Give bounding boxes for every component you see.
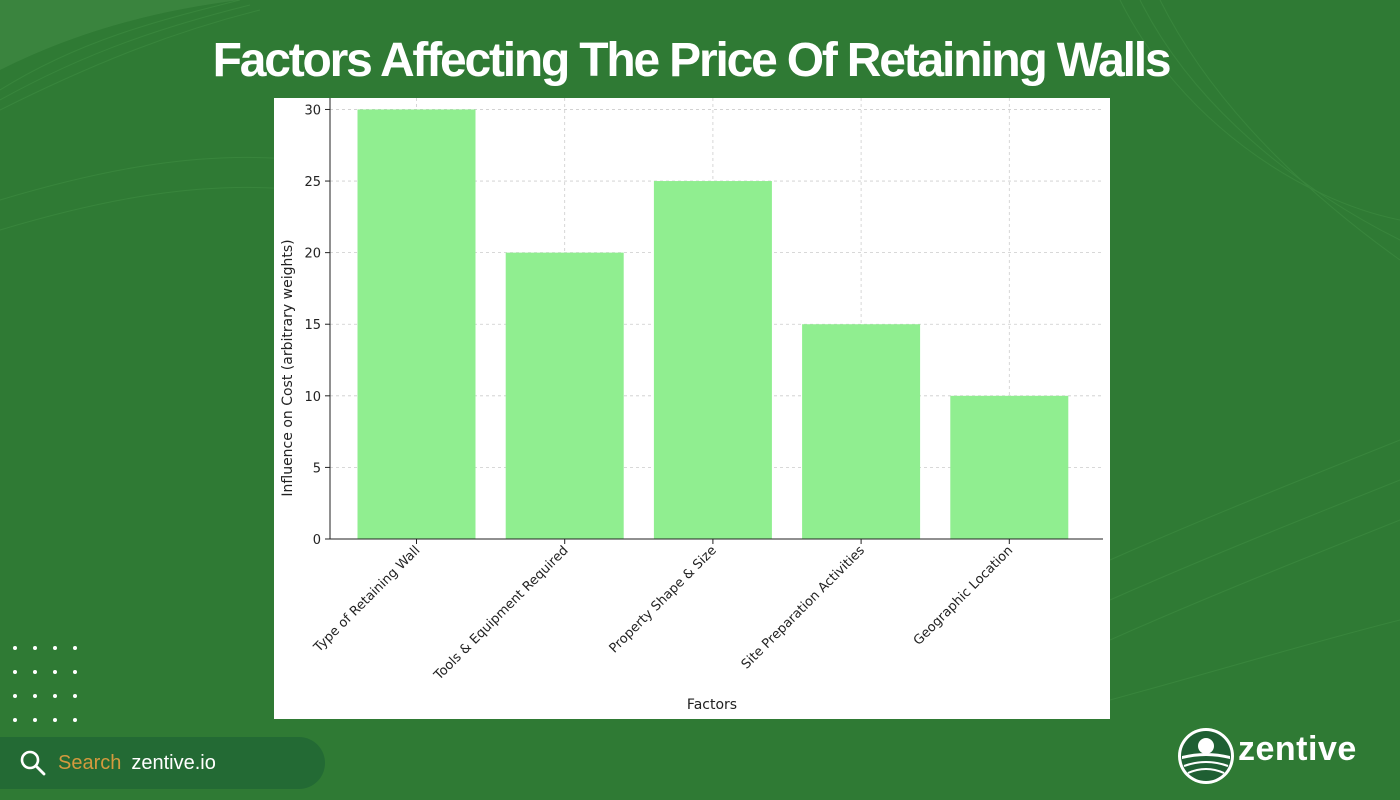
page-title: Factors Affecting The Price Of Retaining… [212,34,1172,87]
y-tick-label: 30 [304,103,321,118]
decorative-dot [53,646,57,650]
bar [653,181,772,539]
decorative-dot [13,670,17,674]
decorative-dot [53,670,57,674]
decorative-dot [33,718,37,722]
zentive-logo-icon [1178,728,1234,784]
bar [357,109,476,540]
x-tick-label: Type of Retaining Wall [311,543,424,656]
bar [950,395,1069,539]
x-tick-label: Property Shape & Size [607,543,720,656]
search-icon [20,750,46,776]
bars-layer [357,109,1069,540]
y-tick-label: 20 [304,247,321,262]
search-domain: zentive.io [131,751,216,774]
bar [802,324,921,539]
decorative-dot [13,694,17,698]
decorative-dot [33,670,37,674]
y-axis-label: Influence on Cost (arbitrary weights) [280,239,296,496]
y-tick-label: 0 [313,533,321,548]
decorative-dot [73,694,77,698]
bar-chart: 0 5 10 15 20 25 30 Type of Retaining Wall Tools … [280,98,1103,713]
search-label: Search [58,751,122,774]
decorative-dot [13,718,17,722]
y-tick-label: 5 [313,461,321,476]
brand[interactable]: zentive [1176,726,1366,786]
decorative-dot [73,646,77,650]
x-axis-label: Factors [687,697,737,713]
x-tick-label: Site Preparation Activities [739,543,868,672]
decorative-dot [73,718,77,722]
decorative-dot [73,670,77,674]
decorative-dot-grid [13,646,85,726]
decorative-dot [33,694,37,698]
bar [505,252,624,540]
brand-name: zentive [1238,730,1357,768]
y-tick-label: 25 [304,175,321,190]
y-tick-label: 15 [304,318,321,333]
search-bar[interactable]: Search zentive.io [0,737,325,789]
chart-panel: 0 5 10 15 20 25 30 Type of Retaining Wall Tools … [274,98,1110,719]
decorative-dot [13,646,17,650]
x-tick-label: Geographic Location [911,543,1016,648]
decorative-dot [33,646,37,650]
decorative-dot [53,718,57,722]
x-tick-label: Tools & Equipment Required [431,543,572,684]
decorative-dot [53,694,57,698]
y-tick-label: 10 [304,390,321,405]
